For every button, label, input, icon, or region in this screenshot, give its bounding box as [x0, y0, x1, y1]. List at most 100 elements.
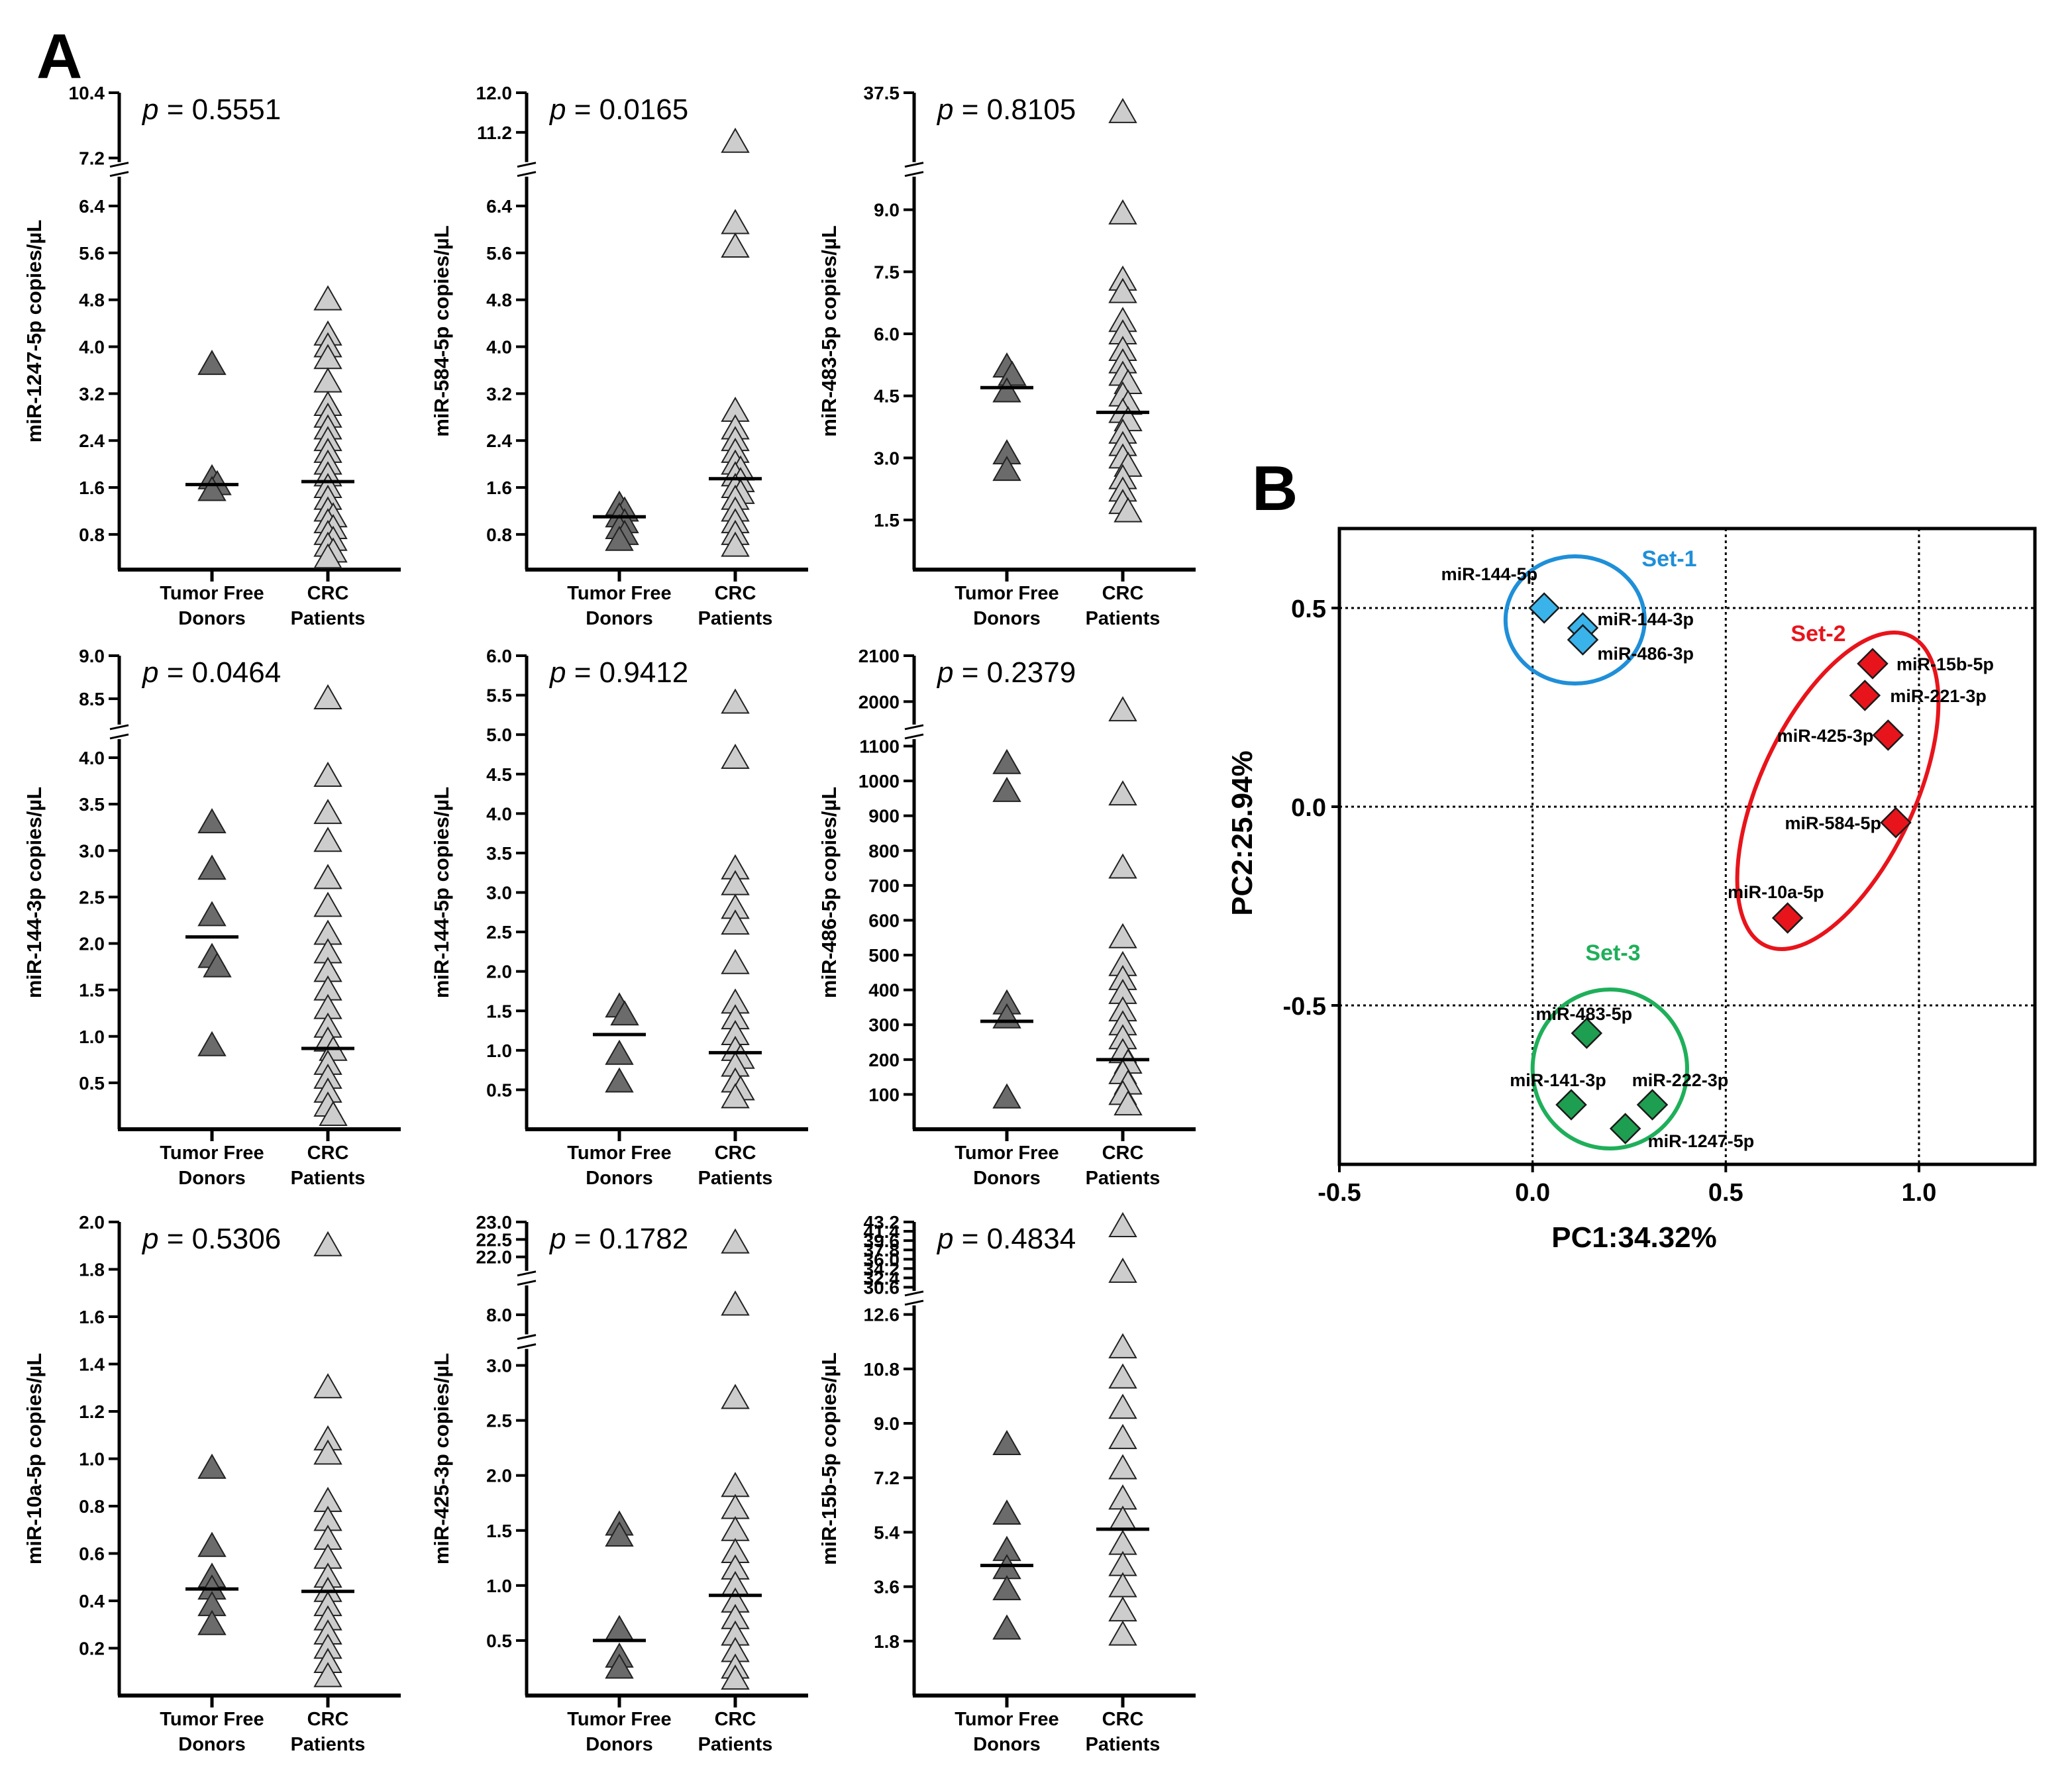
group-label: Patients: [698, 1734, 773, 1755]
y-tick-label: 9.0: [874, 200, 900, 221]
crc-point: [313, 827, 342, 852]
y-tick-label: 0.8: [79, 525, 105, 545]
scatter-chart-7: 0.2 0.4 0.6 0.8 1.0 1.2 1.4 1.6 1.8 2.0 miR-10a-5p…: [23, 1212, 401, 1755]
p-symbol: p: [548, 656, 566, 689]
pca-x-tick-label: -0.5: [1318, 1179, 1361, 1207]
pca-point-label: miR-584-5p: [1785, 813, 1881, 833]
y-tick-label: 3.0: [874, 448, 900, 468]
pca-point-label: miR-483-5p: [1536, 1004, 1633, 1024]
crc-point: [1114, 1090, 1143, 1116]
y-tick-label: 2.4: [486, 431, 512, 451]
y-tick-label: 37.8: [864, 1240, 900, 1260]
pca-point: [1849, 680, 1881, 711]
axis-break-mark: [904, 1290, 924, 1297]
y-tick-label: 4.5: [874, 386, 900, 407]
donor-point: [992, 1575, 1021, 1601]
donor-point: [203, 952, 232, 978]
y-tick-label: 7.5: [874, 262, 900, 282]
y-tick-label: 100: [868, 1084, 900, 1105]
pca-x-axis-label: PC1:34.32%: [1551, 1221, 1716, 1254]
pca-point: [1567, 624, 1599, 656]
crc-point: [721, 948, 750, 974]
donor-point: [992, 1429, 1021, 1455]
p-value: = 0.0165: [566, 93, 688, 126]
y-tick-label: 2.0: [486, 1466, 512, 1486]
pca-point: [1571, 1017, 1603, 1049]
axis-break-mark: [517, 162, 537, 168]
donor-point: [992, 776, 1021, 802]
panel-label-b: B: [1252, 453, 1298, 524]
pca-point-label: miR-222-3p: [1632, 1070, 1729, 1090]
p-symbol: p: [141, 93, 158, 126]
group-label: Patients: [1086, 1168, 1161, 1189]
y-tick-label: 10.8: [864, 1359, 900, 1380]
pca-point: [1771, 902, 1804, 934]
y-tick-label: 4.0: [486, 337, 512, 358]
y-tick-label: 0.5: [486, 1631, 512, 1651]
group-label: CRC: [715, 583, 756, 604]
crc-point: [313, 799, 342, 825]
p-value: = 0.5551: [158, 93, 281, 126]
group-label: Tumor Free: [955, 583, 1059, 604]
group-label: CRC: [1102, 583, 1144, 604]
group-label: Tumor Free: [160, 583, 264, 604]
pca-point: [1636, 1089, 1669, 1121]
p-value-label: p = 0.0165: [548, 93, 688, 126]
pca-point-label: miR-425-3p: [1777, 726, 1874, 746]
crc-point: [721, 1664, 750, 1690]
p-value: = 0.0464: [158, 656, 281, 689]
y-tick-label: 0.5: [486, 1080, 512, 1100]
crc-point: [1108, 1257, 1137, 1283]
p-value: = 0.8105: [953, 93, 1076, 126]
y-tick-label: 0.8: [486, 525, 512, 545]
axis-break-mark: [517, 171, 537, 178]
y-tick-label: 12.0: [476, 83, 513, 103]
y-tick-label: 1.6: [79, 478, 105, 498]
group-label: Patients: [291, 1734, 366, 1755]
y-tick-label: 1.2: [79, 1401, 105, 1422]
p-value: = 0.5306: [158, 1223, 281, 1255]
y-tick-label: 8.5: [79, 689, 105, 709]
axis-break-mark: [904, 724, 924, 731]
y-tick-label: 1100: [859, 736, 900, 756]
y-tick-label: 6.4: [79, 196, 105, 217]
y-tick-label: 3.0: [486, 883, 512, 903]
p-symbol: p: [936, 93, 953, 126]
pca-point-label: miR-1247-5p: [1648, 1131, 1755, 1151]
crc-point: [1108, 278, 1137, 303]
y-tick-label: 6.4: [486, 196, 512, 217]
donor-point: [197, 350, 227, 376]
y-tick-label: 3.6: [874, 1577, 900, 1598]
y-tick-label: 12.6: [864, 1305, 900, 1325]
pca-point-label: miR-10a-5p: [1728, 882, 1824, 902]
pca-point-label: miR-144-5p: [1441, 564, 1538, 584]
pca-y-tick-label: 0.0: [1291, 794, 1326, 822]
crc-point: [721, 127, 750, 153]
y-tick-label: 500: [868, 945, 900, 966]
group-label: Tumor Free: [160, 1142, 264, 1164]
p-value: = 0.2379: [953, 656, 1076, 689]
y-tick-label: 2.5: [486, 922, 512, 942]
group-label: CRC: [715, 1709, 756, 1730]
y-tick-label: 700: [868, 876, 900, 896]
y-tick-label: 0.2: [79, 1639, 105, 1659]
scatter-chart-8: 0.5 1.0 1.5 2.0 2.5 3.0 8.0 22.022.523.0 miR-425…: [430, 1212, 808, 1755]
y-tick-label: 1.0: [79, 1027, 105, 1047]
crc-point: [313, 1662, 342, 1688]
y-tick-label: 1.8: [79, 1260, 105, 1280]
pca-point-label: miR-15b-5p: [1896, 654, 1994, 674]
group-label: Patients: [291, 1168, 366, 1189]
y-tick-label: 4.0: [79, 748, 105, 768]
crc-point: [721, 743, 750, 769]
y-tick-label: 22.5: [476, 1229, 513, 1250]
y-tick-label: 3.0: [79, 840, 105, 861]
y-axis-label: miR-144-5p copies/µL: [430, 787, 453, 998]
y-tick-label: 1.4: [79, 1354, 105, 1375]
donor-point: [992, 456, 1021, 482]
p-value-label: p = 0.4834: [936, 1223, 1076, 1255]
group-label: Patients: [1086, 1734, 1161, 1755]
y-tick-label: 3.2: [79, 383, 105, 404]
pca-set-label-1: Set-1: [1641, 546, 1696, 572]
group-label: Donors: [586, 1734, 653, 1755]
axis-break-mark: [904, 171, 924, 178]
